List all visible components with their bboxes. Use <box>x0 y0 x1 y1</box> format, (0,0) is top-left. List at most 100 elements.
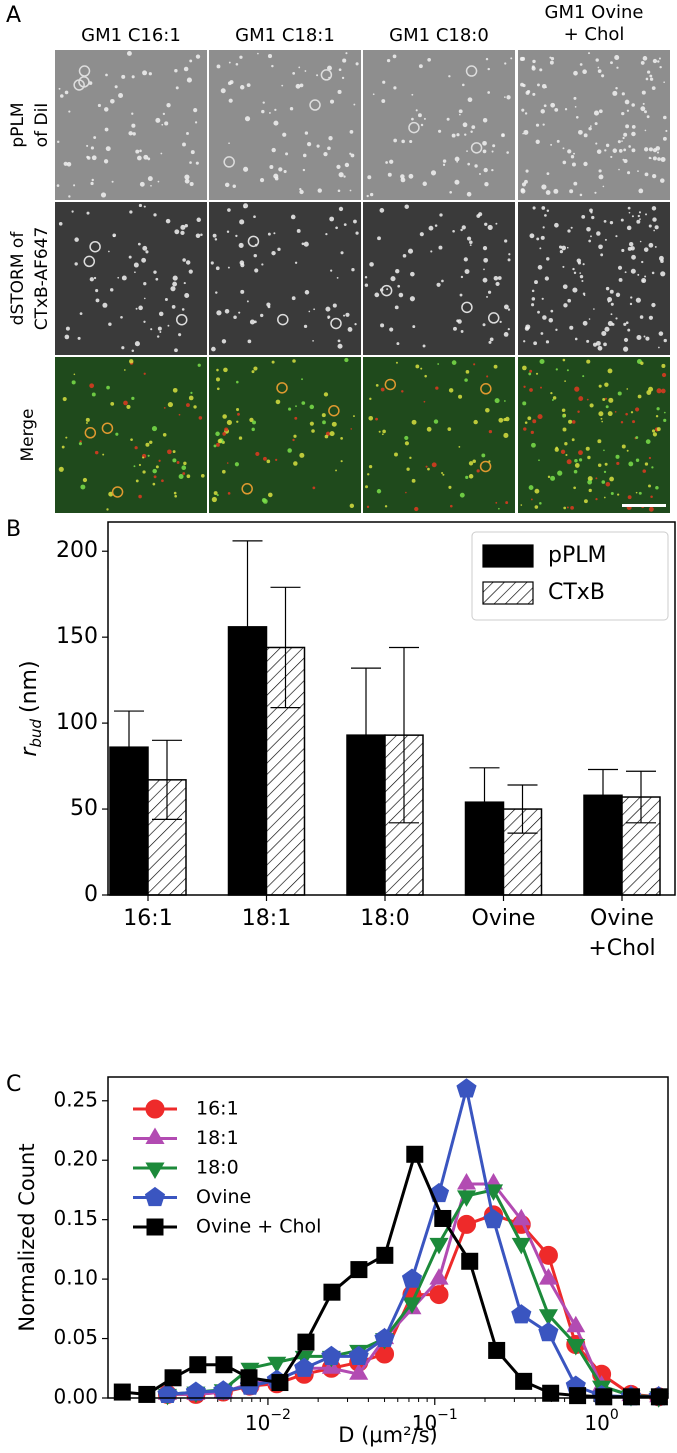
spot <box>510 57 513 60</box>
spot <box>382 429 386 434</box>
spot <box>643 247 649 252</box>
spot <box>77 336 81 340</box>
error-bar <box>351 667 381 803</box>
micrograph-background <box>363 357 515 513</box>
spot <box>537 414 543 420</box>
spot <box>338 172 344 178</box>
bud-ring <box>84 427 97 439</box>
spot <box>86 144 89 147</box>
spot <box>233 315 237 319</box>
spot <box>216 368 219 372</box>
spot <box>174 348 178 353</box>
spot <box>263 456 267 461</box>
x-tick-base: 10 <box>412 1411 437 1435</box>
spot <box>118 92 124 98</box>
spot <box>374 292 380 298</box>
spot <box>650 157 652 159</box>
bud-ring <box>461 301 473 314</box>
spot <box>274 108 277 112</box>
spot <box>185 260 191 265</box>
spot <box>344 357 349 363</box>
spot <box>404 441 410 446</box>
spot <box>651 302 656 308</box>
spot <box>442 163 446 166</box>
spot <box>170 286 176 292</box>
spot <box>165 218 171 224</box>
spot <box>294 416 298 420</box>
row-label: CTxB-AF647 <box>32 227 52 331</box>
spot <box>467 162 471 166</box>
spot <box>478 212 483 217</box>
spot <box>393 138 397 143</box>
spot <box>198 416 203 420</box>
spot <box>364 276 368 279</box>
spot <box>604 382 609 387</box>
bud-ring <box>480 383 492 395</box>
spot <box>93 136 97 139</box>
bud-ring <box>408 121 420 134</box>
spot <box>521 56 526 61</box>
spot <box>532 419 537 424</box>
legend-label: CTxB <box>548 580 605 605</box>
spot <box>650 495 653 499</box>
spot <box>644 129 647 132</box>
spot <box>228 98 233 103</box>
spot <box>529 233 535 239</box>
spot <box>535 139 540 144</box>
spot <box>579 63 583 66</box>
spot <box>254 268 259 273</box>
spot <box>569 325 574 330</box>
spot <box>464 378 468 382</box>
spot <box>138 203 143 208</box>
spot <box>261 497 267 503</box>
spot <box>224 182 230 188</box>
spot <box>577 261 581 265</box>
spot <box>504 239 508 243</box>
spot <box>600 417 603 420</box>
spot <box>351 268 355 272</box>
spot <box>661 363 666 368</box>
spot <box>308 310 311 313</box>
bar <box>147 779 187 896</box>
marker <box>511 1208 531 1226</box>
spot <box>137 242 141 246</box>
spot <box>184 178 190 184</box>
spot <box>58 466 64 472</box>
spot <box>609 289 614 294</box>
spot <box>597 439 602 444</box>
spot <box>195 233 201 239</box>
spot <box>465 370 470 374</box>
spot <box>458 113 461 116</box>
marker <box>457 1172 477 1190</box>
spot <box>520 188 526 194</box>
spot <box>420 123 424 127</box>
spot <box>301 401 306 405</box>
spot <box>644 147 649 152</box>
spot <box>167 324 170 327</box>
spot <box>294 261 298 264</box>
spot <box>355 62 359 66</box>
spot <box>661 372 667 378</box>
spot <box>626 449 629 452</box>
spot <box>215 377 220 382</box>
spot <box>86 211 90 215</box>
spot <box>508 253 511 256</box>
spot <box>312 339 314 342</box>
spot <box>574 105 577 108</box>
spot <box>542 226 545 229</box>
spot <box>541 206 546 210</box>
spot <box>641 90 646 95</box>
spot <box>605 405 609 409</box>
spot <box>486 295 489 298</box>
spot <box>464 269 470 275</box>
spot <box>186 132 189 135</box>
spot <box>63 161 68 166</box>
micrograph-background <box>55 202 207 355</box>
spot <box>507 308 511 311</box>
spot <box>583 161 588 167</box>
spot <box>635 297 641 303</box>
spot <box>621 140 623 142</box>
spot <box>260 313 264 318</box>
spot <box>448 75 451 78</box>
spot <box>283 169 287 174</box>
